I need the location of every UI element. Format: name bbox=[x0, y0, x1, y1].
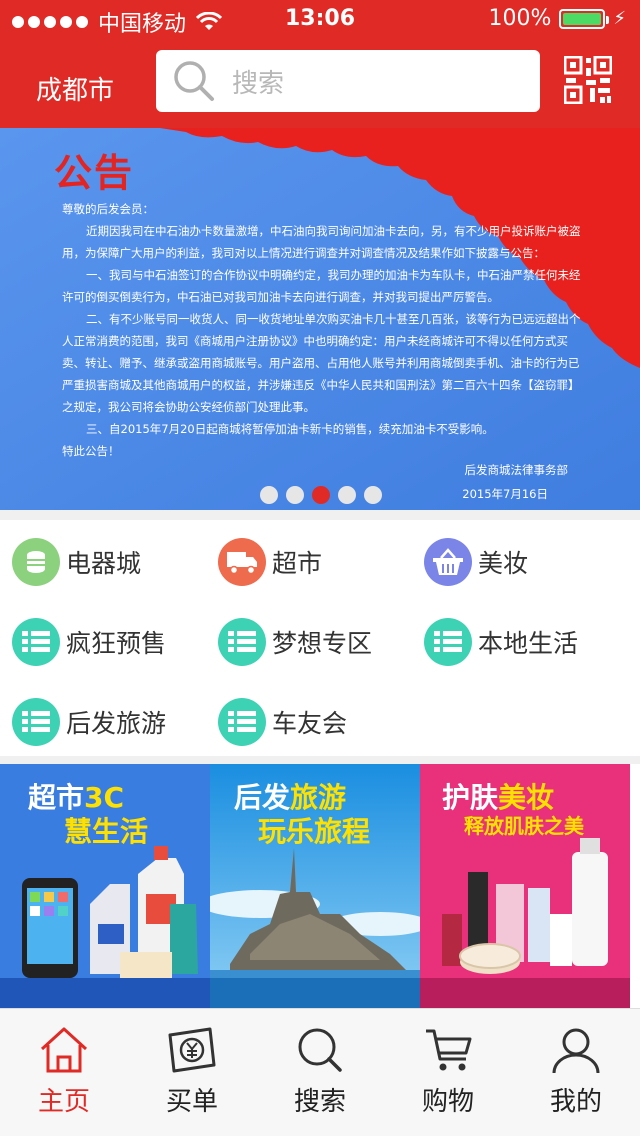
category-supermarket[interactable]: 超市 bbox=[218, 532, 322, 592]
category-label: 车友会 bbox=[272, 709, 348, 738]
status-time: 13:06 bbox=[284, 6, 356, 31]
search-icon bbox=[174, 61, 214, 101]
announcement-paragraph: 近期因我司在中石油办卡数量激增，中石油向我司询问加油卡去向，另，有不少用户投诉账… bbox=[62, 224, 581, 260]
charging-icon: ⚡ bbox=[613, 8, 626, 29]
status-right: 100% ⚡ bbox=[488, 6, 626, 31]
tab-pay[interactable]: 买单 bbox=[128, 1009, 256, 1136]
category-label: 本地生活 bbox=[478, 629, 579, 658]
tab-label: 购物 bbox=[421, 1087, 474, 1117]
tab-label: 搜索 bbox=[293, 1087, 346, 1117]
announcement-paragraph: 二、有不少账号同一收货人、同一收货地址单次购买油卡几十甚至几百张，该等行为已远远… bbox=[62, 312, 581, 414]
category-car-club[interactable]: 车友会 bbox=[218, 692, 347, 752]
announcement-banner[interactable]: 公告 尊敬的后发会员： 近期因我司在中石油办卡数量激增，中石油向我司询问加油卡去… bbox=[0, 128, 640, 510]
user-icon bbox=[552, 1028, 600, 1074]
city-selector[interactable]: 成都市 bbox=[36, 76, 115, 106]
list-icon bbox=[12, 698, 60, 746]
tab-shopping[interactable]: 购物 bbox=[384, 1009, 512, 1136]
category-label: 超市 bbox=[272, 549, 323, 578]
tab-profile[interactable]: 我的 bbox=[512, 1009, 640, 1136]
promo-title-highlight: 旅游 bbox=[290, 781, 347, 814]
tab-label: 买单 bbox=[165, 1087, 218, 1117]
category-label: 电器城 bbox=[66, 549, 142, 578]
category-travel[interactable]: 后发旅游 bbox=[12, 692, 166, 752]
promo-illustration-cosmetics bbox=[420, 764, 630, 1008]
category-label: 后发旅游 bbox=[66, 709, 167, 738]
promo-title-highlight: 3C bbox=[84, 781, 125, 814]
promo-subtitle: 慧生活 bbox=[64, 815, 149, 848]
promo-subtitle: 玩乐旅程 bbox=[258, 815, 371, 848]
announcement-date: 2015年7月16日 bbox=[462, 487, 548, 501]
announcement-paragraph: 三、自2015年7月20日起商城将暂停加油卡新卡的销售，续充加油卡不受影响。 bbox=[86, 422, 494, 436]
promo-travel[interactable]: 后发旅游 玩乐旅程 bbox=[210, 764, 420, 1008]
banner-pager bbox=[260, 486, 382, 504]
list-icon bbox=[218, 698, 266, 746]
coins-icon bbox=[12, 538, 60, 586]
category-electronics[interactable]: 电器城 bbox=[12, 532, 141, 592]
tab-home[interactable]: 主页 bbox=[0, 1009, 128, 1136]
carrier-name: 中国移动 bbox=[98, 12, 187, 37]
promo-row: 超市3C 慧生活 后发旅游 玩乐旅程 bbox=[0, 764, 640, 1008]
signal-dots-icon bbox=[12, 16, 88, 28]
search-input[interactable]: 搜索 bbox=[156, 50, 540, 112]
pager-dot[interactable] bbox=[286, 486, 304, 504]
promo-supermarket-3c[interactable]: 超市3C 慧生活 bbox=[0, 764, 210, 1008]
yen-card-icon bbox=[168, 1027, 216, 1073]
category-label: 美妆 bbox=[478, 549, 529, 578]
list-icon bbox=[218, 618, 266, 666]
battery-icon bbox=[559, 8, 610, 29]
promo-title-part: 超市 bbox=[28, 781, 85, 814]
search-icon bbox=[298, 1028, 342, 1072]
announcement-greeting: 尊敬的后发会员： bbox=[62, 202, 154, 216]
promo-illustration-castle bbox=[210, 764, 420, 1008]
section-divider bbox=[0, 510, 640, 520]
category-cosmetics[interactable]: 美妆 bbox=[424, 532, 528, 592]
battery-percent: 100% bbox=[488, 6, 552, 31]
category-grid: 电器城 超市 美妆 bbox=[0, 520, 640, 756]
announcement-signature: 后发商城法律事务部 bbox=[464, 463, 569, 477]
home-icon bbox=[40, 1027, 88, 1073]
status-left: 中国移动 bbox=[12, 6, 223, 38]
category-dream-zone[interactable]: 梦想专区 bbox=[218, 612, 372, 672]
list-icon bbox=[12, 618, 60, 666]
promo-title-part: 后发 bbox=[234, 781, 291, 814]
tab-search[interactable]: 搜索 bbox=[256, 1009, 384, 1136]
list-icon bbox=[424, 618, 472, 666]
truck-icon bbox=[218, 538, 266, 586]
app-header: 中国移动 13:06 100% ⚡ 成都市 搜索 bbox=[0, 0, 640, 128]
banner-background bbox=[0, 128, 640, 510]
announcement-closing: 特此公告！ bbox=[62, 444, 120, 458]
category-label: 梦想专区 bbox=[272, 629, 373, 658]
tab-bar: 主页 买单 搜索 购物 我的 bbox=[0, 1008, 640, 1136]
promo-title-part: 护肤 bbox=[442, 781, 499, 814]
pager-dot[interactable] bbox=[260, 486, 278, 504]
category-local-life[interactable]: 本地生活 bbox=[424, 612, 578, 672]
announcement-text: 尊敬的后发会员： 近期因我司在中石油办卡数量激增，中石油向我司询问加油卡去向，另… bbox=[62, 198, 582, 462]
pager-dot[interactable] bbox=[338, 486, 356, 504]
qr-code-icon[interactable] bbox=[564, 56, 612, 104]
promo-subtitle: 释放肌肤之美 bbox=[464, 814, 584, 838]
search-placeholder: 搜索 bbox=[232, 68, 285, 99]
promo-title-highlight: 美妆 bbox=[498, 781, 555, 814]
banner-title: 公告 bbox=[54, 150, 135, 195]
status-bar: 中国移动 13:06 100% ⚡ bbox=[0, 0, 640, 40]
tab-label: 主页 bbox=[37, 1087, 90, 1117]
pager-dot-active[interactable] bbox=[312, 486, 330, 504]
wifi-icon bbox=[196, 12, 223, 30]
pager-dot[interactable] bbox=[364, 486, 382, 504]
section-divider bbox=[0, 756, 640, 764]
tab-label: 我的 bbox=[549, 1087, 602, 1117]
cart-icon bbox=[426, 1029, 472, 1071]
basket-icon bbox=[424, 538, 472, 586]
announcement-paragraph: 一、我司与中石油签订的合作协议中明确约定，我司办理的加油卡为车队卡，中石油严禁任… bbox=[62, 268, 581, 304]
category-presale[interactable]: 疯狂预售 bbox=[12, 612, 166, 672]
promo-illustration-electronics bbox=[0, 764, 210, 1008]
category-label: 疯狂预售 bbox=[66, 629, 167, 658]
promo-skincare[interactable]: 护肤美妆 释放肌肤之美 bbox=[420, 764, 630, 1008]
